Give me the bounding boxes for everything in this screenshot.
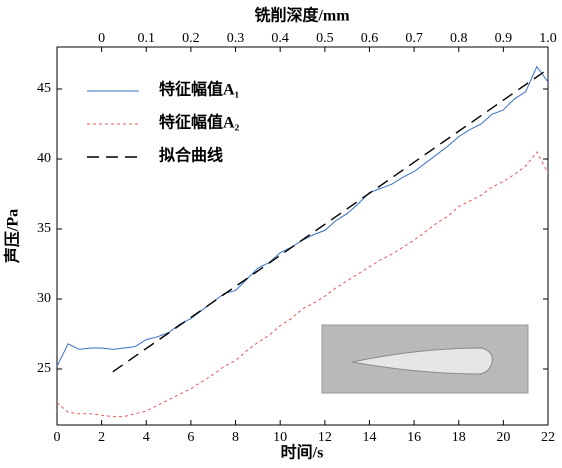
x-tick-label: 18 (452, 430, 466, 445)
x-tick-label: 14 (362, 430, 376, 445)
x-tick-label: 2 (98, 430, 105, 445)
y-axis-label: 声压/Pa (3, 209, 22, 264)
x2-tick-label: 0.9 (495, 31, 513, 46)
x-tick-label: 4 (143, 430, 150, 445)
x-tick-label: 0 (54, 430, 61, 445)
x2-tick-label: 0.4 (271, 31, 289, 46)
x-tick-label: 16 (407, 430, 421, 445)
y-tick-label: 40 (37, 151, 51, 166)
y-tick-label: 35 (37, 221, 51, 236)
y-tick-label: 45 (37, 81, 51, 96)
x2-tick-label: 0.2 (182, 31, 200, 46)
inset-photo (322, 325, 528, 393)
x2-tick-label: 0.3 (227, 31, 245, 46)
legend-label: 特征幅值A₂ (159, 113, 240, 132)
x-tick-label: 10 (273, 430, 287, 445)
x-tick-label: 6 (187, 430, 194, 445)
y-tick-label: 30 (37, 291, 51, 306)
legend-label: 特征幅值A₁ (159, 80, 240, 99)
x2-tick-label: 0.1 (138, 31, 156, 46)
y-tick-label: 25 (37, 361, 51, 376)
x2-tick-label: 0 (98, 31, 105, 46)
x2-tick-label: 1.0 (539, 31, 557, 46)
x2-tick-label: 0.8 (450, 31, 468, 46)
x-tick-label: 8 (232, 430, 239, 445)
x2-tick-label: 0.7 (405, 31, 423, 46)
legend-label: 拟合曲线 (159, 146, 223, 165)
chart: 铣削深度/mm 时间/s 声压/Pa 0 2 4 6 8 10 12 14 16 18 20 22 0 0… (0, 0, 562, 468)
x-tick-label: 12 (318, 430, 332, 445)
series-line (57, 67, 548, 367)
x-axis-label: 时间/s (281, 443, 324, 462)
x2-axis-label: 铣削深度/mm (254, 6, 350, 25)
x-tick-label: 20 (496, 430, 510, 445)
x2-tick-label: 0.6 (361, 31, 379, 46)
x-tick-label: 22 (541, 430, 555, 445)
x2-tick-label: 0.5 (316, 31, 334, 46)
